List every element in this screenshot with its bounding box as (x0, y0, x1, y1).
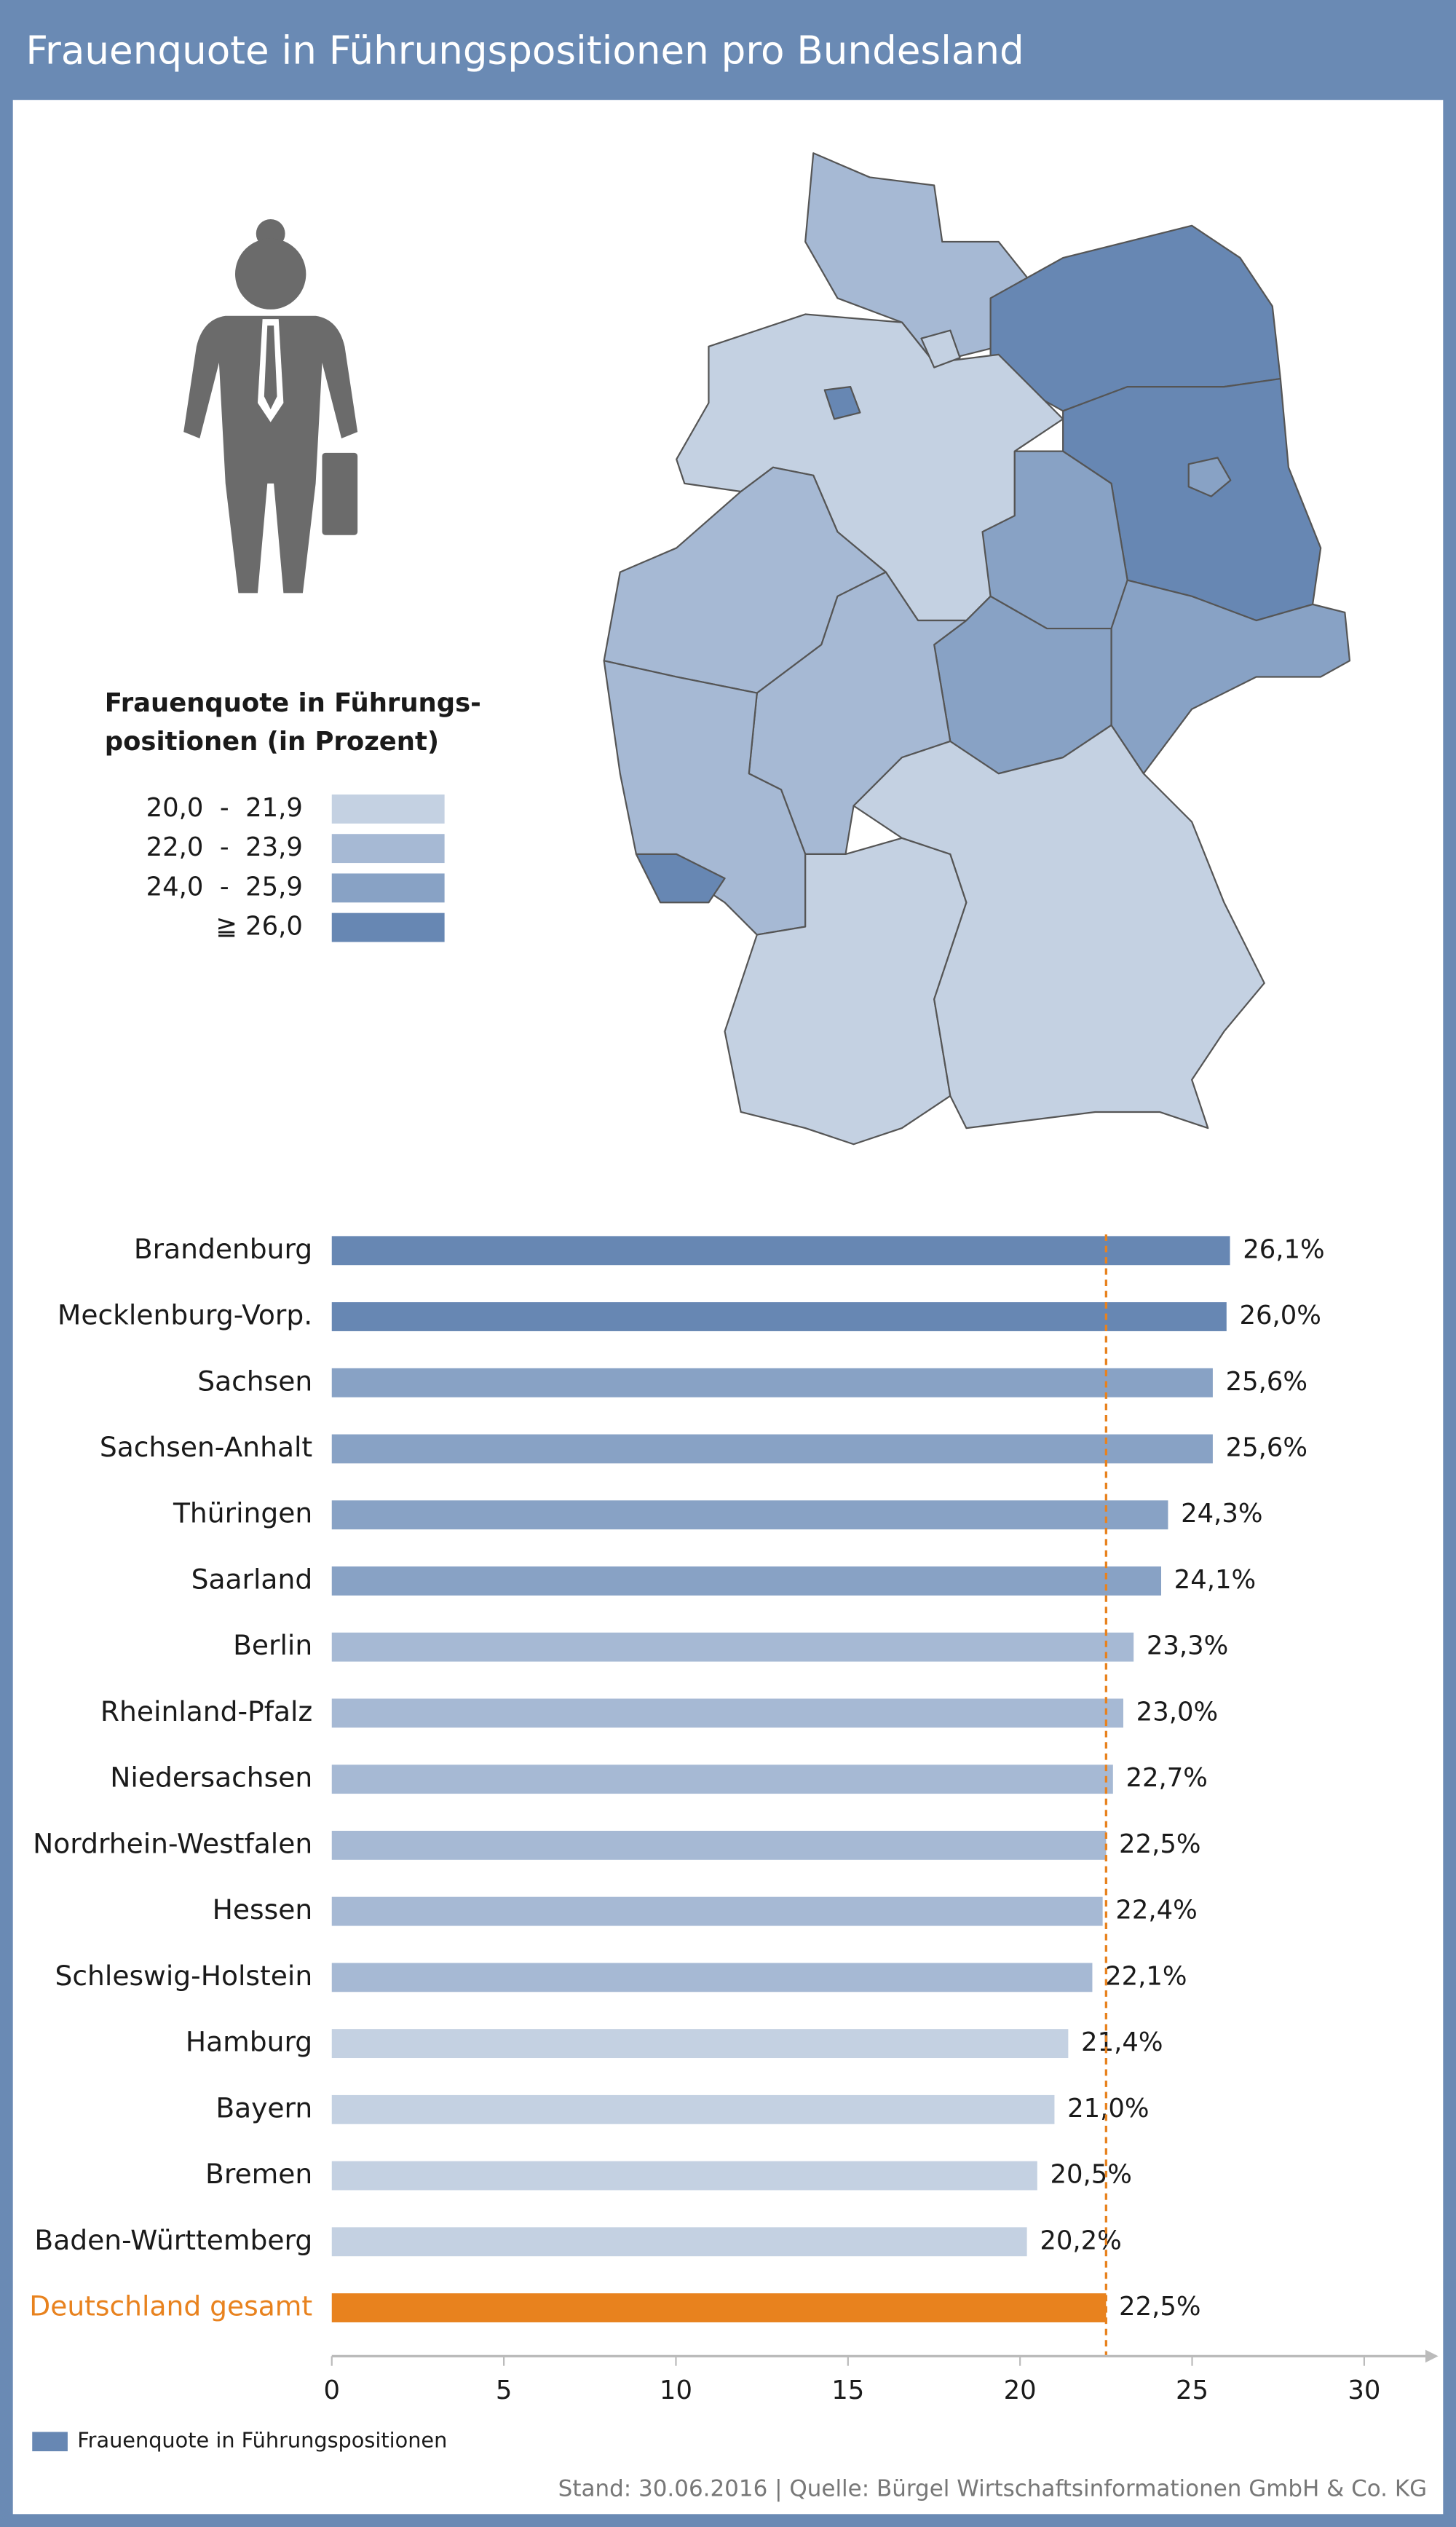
category-label: Hessen (213, 1893, 313, 1925)
value-label: 22,4% (1115, 1896, 1197, 1925)
value-label: 20,5% (1051, 2160, 1132, 2190)
bar (331, 1632, 1134, 1662)
map-legend: Frauenquote in Führungs- positionen (in … (105, 688, 481, 942)
legend-swatch (331, 873, 445, 903)
category-label: Deutschland gesamt (29, 2290, 312, 2322)
bar (331, 1368, 1213, 1397)
bar (331, 1434, 1213, 1464)
category-label: Sachsen-Anhalt (100, 1431, 312, 1463)
category-label: Bremen (205, 2158, 312, 2190)
legend-label: 22,0 - 23,9 (146, 832, 303, 862)
category-label: Brandenburg (134, 1233, 312, 1265)
category-label: Mecklenburg-Vorp. (58, 1299, 312, 1331)
x-tick-label: 0 (323, 2376, 340, 2405)
legend-label: 20,0 - 21,9 (146, 793, 303, 823)
value-label: 21,4% (1081, 2027, 1163, 2057)
map-state (823, 386, 861, 420)
value-label: 23,3% (1147, 1631, 1228, 1661)
bar (331, 2029, 1069, 2059)
legend-swatch (331, 834, 445, 864)
value-label: 22,5% (1119, 1829, 1200, 1859)
bar (331, 2293, 1107, 2322)
x-tick-label: 5 (496, 2376, 513, 2405)
bar (331, 1302, 1227, 1331)
category-label: Berlin (233, 1629, 312, 1661)
title: Frauenquote in Führungspositionen pro Bu… (25, 28, 1024, 74)
bar (331, 2161, 1037, 2191)
value-label: 20,2% (1040, 2226, 1121, 2255)
legend-label: ≧ 26,0 (215, 912, 303, 942)
x-tick-label: 30 (1348, 2376, 1380, 2405)
category-label: Hamburg (186, 2026, 312, 2058)
value-label: 22,7% (1126, 1763, 1208, 1793)
axis-arrow (1425, 2349, 1439, 2363)
map-state (852, 724, 1265, 1130)
bar (331, 1830, 1107, 1860)
bar (331, 1500, 1168, 1530)
category-label: Bayern (215, 2092, 312, 2124)
category-label: Sachsen (197, 1365, 312, 1397)
bar (331, 1896, 1103, 1926)
category-label: Thüringen (173, 1497, 312, 1529)
bar-chart: Brandenburg 26,1% Mecklenburg-Vorp. 26,0% Sa… (29, 1233, 1439, 2453)
map-state (920, 329, 961, 368)
category-label: Schleswig-Holstein (55, 1960, 313, 1992)
value-label: 22,5% (1119, 2292, 1200, 2322)
category-label: Nordrhein-Westfalen (33, 1827, 312, 1859)
value-label: 23,0% (1136, 1697, 1218, 1727)
map-state (989, 224, 1281, 412)
germany-map (603, 152, 1351, 1146)
source: Stand: 30.06.2016 | Quelle: Bürgel Wirts… (558, 2476, 1427, 2502)
value-label: 22,1% (1105, 1961, 1187, 1991)
x-tick-label: 15 (831, 2376, 864, 2405)
bar (331, 1765, 1113, 1794)
bar (331, 1698, 1123, 1728)
map-state (1187, 457, 1232, 497)
legend-swatch (331, 912, 445, 942)
legend-label: Frauenquote in Führungspositionen (77, 2428, 447, 2453)
value-label: 26,1% (1243, 1234, 1324, 1264)
bar (331, 2227, 1027, 2257)
value-label: 21,0% (1067, 2094, 1149, 2124)
category-label: Niedersachsen (110, 1762, 312, 1794)
category-label: Baden-Württemberg (34, 2224, 312, 2256)
legend-label: 24,0 - 25,9 (146, 872, 303, 902)
value-label: 26,0% (1240, 1301, 1321, 1330)
legend-swatch (32, 2432, 68, 2451)
value-label: 24,3% (1181, 1499, 1262, 1529)
x-tick-label: 25 (1176, 2376, 1208, 2405)
woman-icon (183, 218, 358, 594)
bar (331, 2094, 1055, 2124)
value-label: 25,6% (1226, 1367, 1307, 1397)
value-label: 25,6% (1226, 1432, 1307, 1462)
legend-title: Frauenquote in Führungs- (105, 688, 481, 718)
map-state (635, 853, 726, 904)
legend-title: positionen (in Prozent) (105, 727, 439, 757)
bar (331, 1963, 1093, 1992)
bar (331, 1236, 1230, 1266)
x-tick-label: 20 (1004, 2376, 1037, 2405)
bar (331, 1566, 1161, 1596)
legend-swatch (331, 795, 445, 824)
value-label: 24,1% (1174, 1565, 1256, 1595)
category-label: Saarland (191, 1563, 313, 1595)
x-tick-label: 10 (660, 2376, 692, 2405)
category-label: Rheinland-Pfalz (100, 1695, 312, 1727)
